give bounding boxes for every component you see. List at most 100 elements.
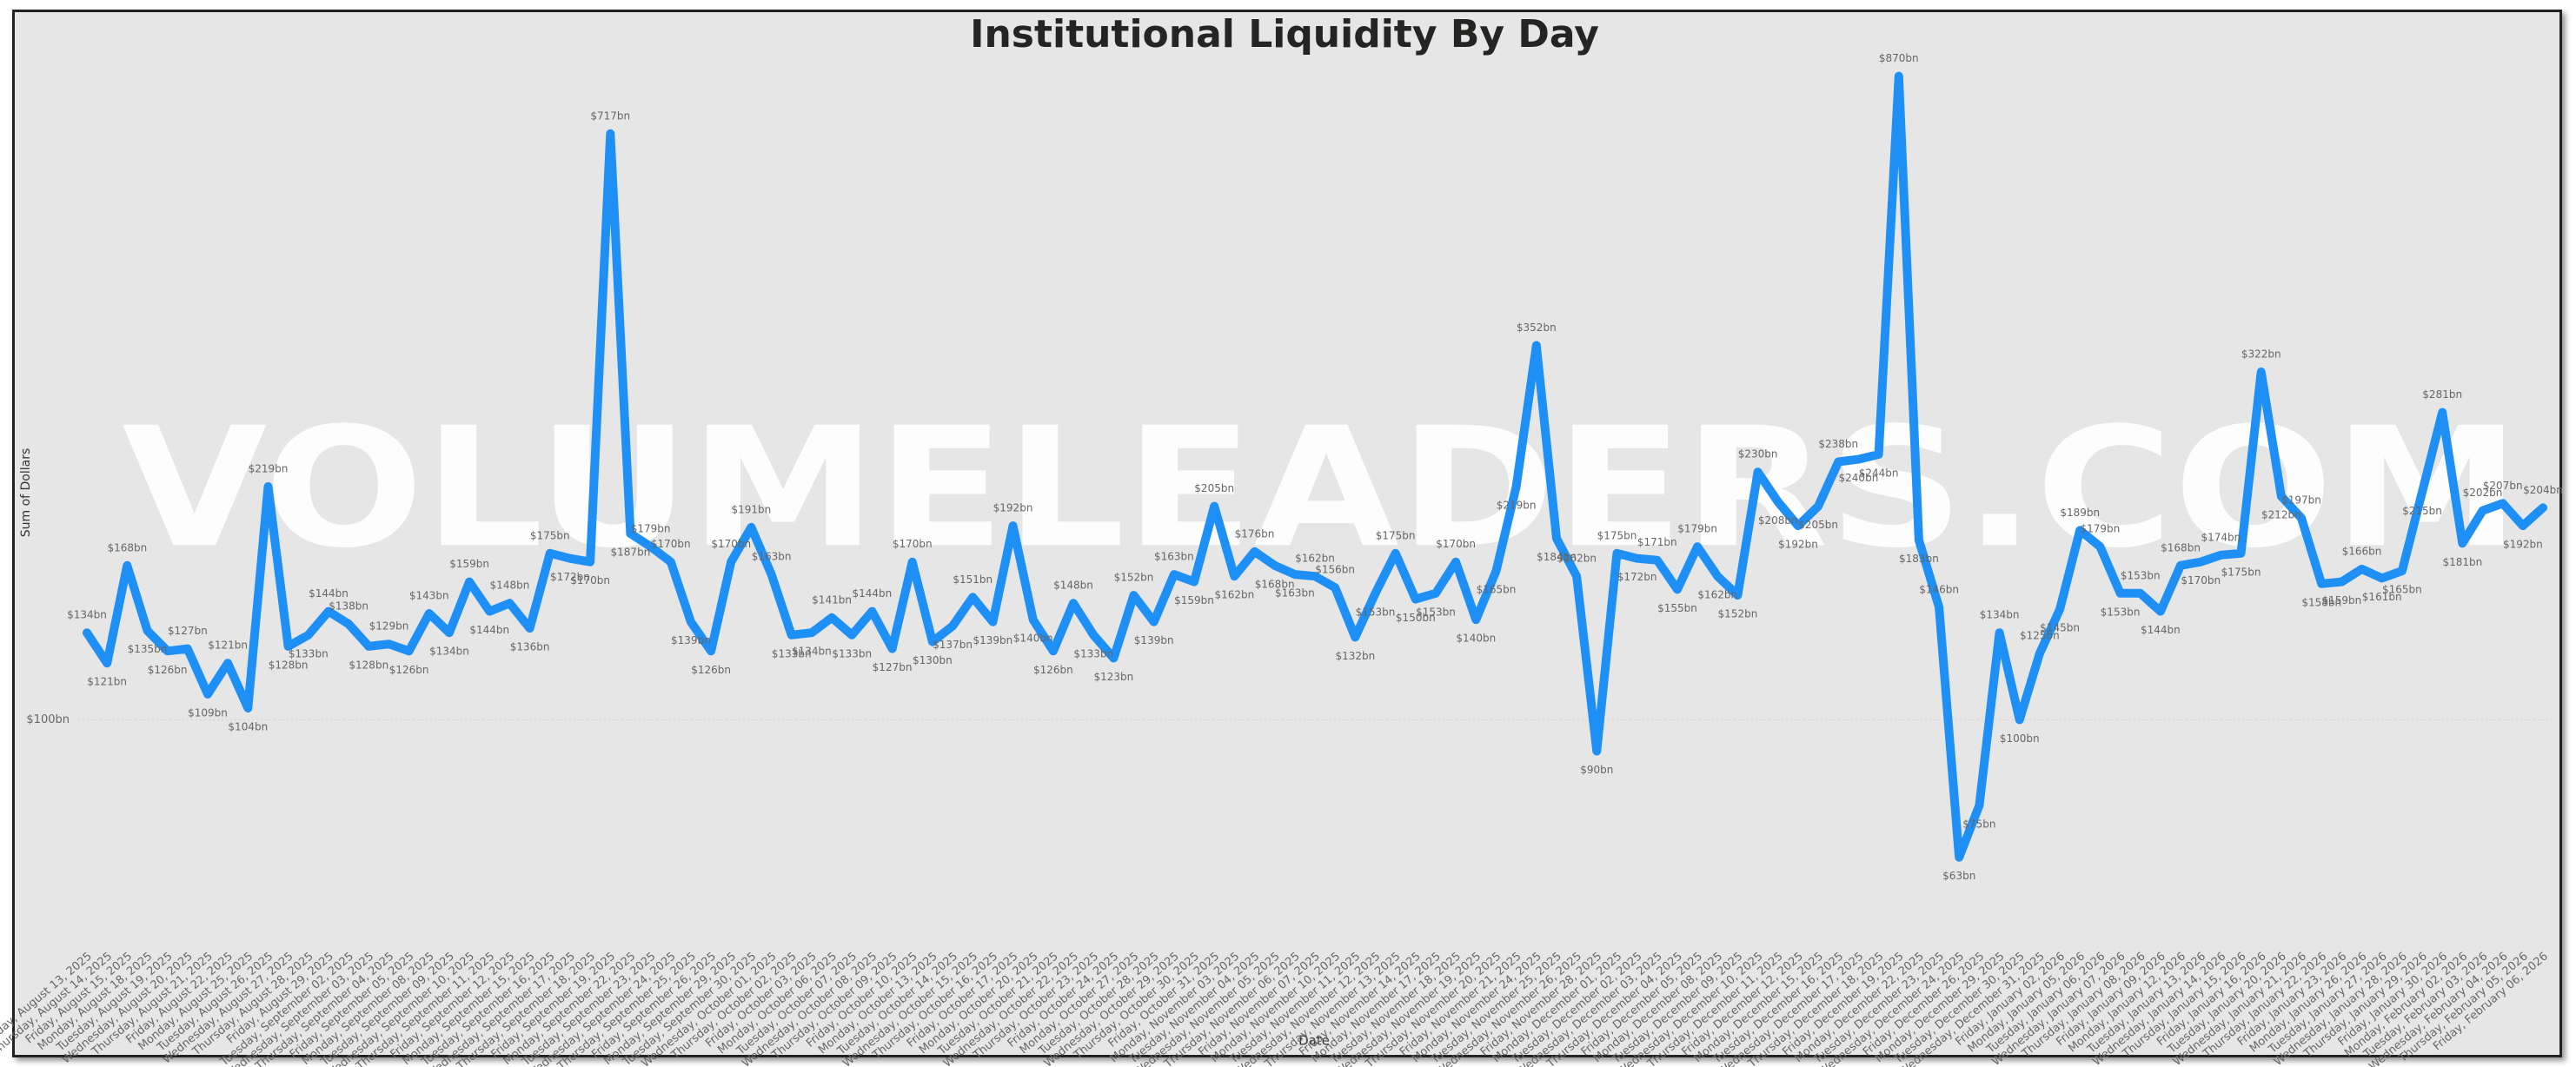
data-label: $138bn <box>329 600 368 613</box>
data-label: $133bn <box>832 647 872 659</box>
watermark: VOLUMELEADERS.COM <box>122 392 2520 584</box>
data-label: $133bn <box>772 647 812 659</box>
data-label: $192bn <box>1778 539 1818 551</box>
data-label: $158bn <box>2301 596 2341 608</box>
data-label: $191bn <box>732 503 772 515</box>
data-label: $144bn <box>853 587 893 600</box>
y-axis-label: Sum of Dollars <box>19 448 33 538</box>
data-label: $172bn <box>550 571 590 583</box>
y-tick-label: $100bn <box>26 713 70 726</box>
data-label: $155bn <box>1657 602 1697 614</box>
data-label: $145bn <box>2040 622 2080 634</box>
data-label: $139bn <box>973 634 1012 646</box>
data-label: $159bn <box>1174 594 1214 606</box>
data-label: $125bn <box>2020 630 2060 642</box>
data-label: $128bn <box>269 659 309 671</box>
data-label: $159bn <box>449 558 489 570</box>
data-label: $141bn <box>812 593 852 606</box>
data-label: $133bn <box>1073 647 1113 659</box>
data-label: $352bn <box>1517 321 1557 334</box>
data-label: $121bn <box>87 676 127 688</box>
data-label: $179bn <box>2081 523 2121 535</box>
data-label: $187bn <box>611 547 651 559</box>
data-label: $136bn <box>510 641 550 653</box>
data-label: $183bn <box>1899 553 1939 565</box>
data-label: $197bn <box>2281 494 2321 507</box>
data-label: $153bn <box>1356 606 1396 618</box>
data-label: $90bn <box>1580 764 1613 776</box>
data-label: $168bn <box>107 541 147 553</box>
data-label: $139bn <box>1134 634 1174 646</box>
data-label: $170bn <box>651 538 691 550</box>
data-label: $230bn <box>1738 448 1778 461</box>
data-label: $170bn <box>570 574 610 587</box>
data-label: $146bn <box>1919 583 1959 595</box>
data-label: $171bn <box>1637 536 1677 548</box>
data-label: $162bn <box>1214 589 1254 601</box>
data-label: $202bn <box>2463 487 2503 499</box>
data-label: $126bn <box>1033 664 1073 676</box>
data-label: $204bn <box>2523 484 2563 496</box>
data-label: $238bn <box>1818 438 1858 450</box>
data-label: $179bn <box>631 523 671 535</box>
data-label: $163bn <box>752 551 792 563</box>
data-label: $240bn <box>1839 472 1879 484</box>
data-label: $126bn <box>691 664 731 676</box>
data-label: $132bn <box>1335 650 1375 662</box>
data-label: $109bn <box>188 706 228 719</box>
data-label: $175bn <box>1376 529 1416 541</box>
data-label: $152bn <box>1114 572 1154 584</box>
data-label: $127bn <box>168 625 208 637</box>
data-label: $281bn <box>2422 388 2462 401</box>
data-label: $322bn <box>2241 348 2281 360</box>
data-label: $133bn <box>289 647 329 659</box>
data-label: $174bn <box>2201 531 2241 543</box>
data-label: $219bn <box>249 462 289 474</box>
data-label: $144bn <box>309 587 349 600</box>
data-label: $165bn <box>2382 583 2422 595</box>
data-label: $175bn <box>1597 529 1637 541</box>
data-label: $170bn <box>1436 538 1476 550</box>
data-label: $172bn <box>1617 571 1657 583</box>
data-label: $123bn <box>1093 671 1133 683</box>
data-label: $130bn <box>913 654 953 666</box>
x-axis-label: Date <box>1298 1033 1330 1049</box>
data-label: $189bn <box>2060 507 2100 519</box>
data-label: $134bn <box>1980 609 2020 621</box>
data-label: $139bn <box>671 634 711 646</box>
data-label: $148bn <box>1053 580 1093 592</box>
data-label: $135bn <box>128 643 168 655</box>
data-label: $192bn <box>2503 539 2543 551</box>
data-label: $192bn <box>993 502 1033 514</box>
line <box>83 71 2547 862</box>
data-label: $153bn <box>2121 569 2161 581</box>
data-label: $175bn <box>530 529 570 541</box>
chart-frame <box>12 10 2562 1057</box>
data-label: $134bn <box>429 646 469 658</box>
data-label: $205bn <box>1194 482 1234 494</box>
data-label: $140bn <box>1456 633 1496 645</box>
data-label: $126bn <box>148 664 188 676</box>
data-label: $170bn <box>893 538 933 550</box>
data-label: $148bn <box>490 580 530 592</box>
data-label: $205bn <box>1798 519 1838 531</box>
data-label: $165bn <box>1477 583 1517 595</box>
data-label: $127bn <box>873 661 913 673</box>
data-label: $162bn <box>1295 553 1335 565</box>
data-label: $63bn <box>1942 870 1975 882</box>
data-label: $212bn <box>2261 509 2301 521</box>
data-label: $163bn <box>1154 551 1194 563</box>
data-label: $150bn <box>1396 612 1436 624</box>
data-label: $717bn <box>590 109 630 122</box>
data-label: $175bn <box>2221 566 2261 578</box>
data-label: $156bn <box>1315 564 1355 576</box>
data-label: $163bn <box>1275 587 1315 600</box>
data-label: $134bn <box>792 646 832 658</box>
data-label: $184bn <box>1537 551 1577 563</box>
data-label: $161bn <box>2362 591 2402 603</box>
data-label: $153bn <box>1416 606 1456 618</box>
data-label: $144bn <box>469 624 509 636</box>
data-label: $176bn <box>1235 527 1275 540</box>
